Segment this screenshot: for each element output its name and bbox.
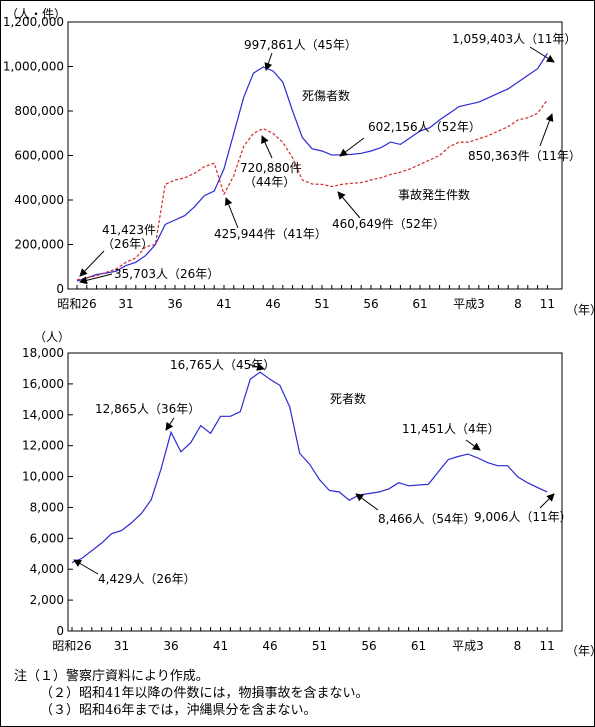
top-x-tick-label: 51 — [314, 297, 329, 311]
annotation-accidents-first: 41,423件 — [102, 223, 156, 237]
top-y-tick-label: 200,000 — [14, 238, 64, 252]
top-x-tick-label: 11 — [540, 297, 555, 311]
top-x-tick-label: 36 — [167, 297, 182, 311]
annotation-arrow — [165, 417, 175, 431]
bottom-x-tick-label: 11 — [540, 639, 555, 653]
chart-deaths: （人） （年） 0 2,000 4,000 6,000 8,000 10,000 12,00… — [22, 330, 595, 658]
top-series-line-0 — [76, 52, 548, 282]
top-x-tick-label: 56 — [363, 297, 378, 311]
annotation-arrow — [247, 363, 265, 371]
bottom-x-tick-label: 61 — [411, 639, 426, 653]
annotation-deaths-last: 9,006人（11年） — [474, 510, 572, 524]
top-y-tick-label: 600,000 — [14, 149, 64, 163]
note-3: （３）昭和46年までは，沖縄県分を含まない。 — [40, 703, 317, 718]
y-unit-label-top: （人・件） — [6, 7, 66, 21]
annotation-arrow — [79, 273, 113, 285]
bottom-x-tick-label: 31 — [114, 639, 129, 653]
chart-casualties-accidents: （人・件） （年） 0 200,000 400,000 600,000 800,000 1… — [3, 7, 595, 317]
annotation-arrow — [261, 135, 273, 159]
bottom-x-tick-label: 36 — [163, 639, 178, 653]
series-label-deaths: 死者数 — [330, 391, 366, 406]
annotation-deaths-first: 4,429人（26年） — [98, 572, 196, 586]
bottom-x-tick-label: 51 — [312, 639, 327, 653]
annotation-arrow — [465, 439, 481, 451]
annotation-arrow — [264, 52, 273, 71]
annotation-casualties-52: 602,156人（52年） — [368, 120, 481, 134]
y-unit-label-bottom: （人） — [34, 330, 70, 344]
top-x-tick-label: 8 — [514, 297, 522, 311]
annotation-arrow — [539, 493, 555, 509]
top-x-tick-label: 平成3 — [453, 297, 485, 311]
x-unit-label-bottom: （年） — [566, 644, 595, 658]
annotation-accidents-41: 425,944件（41年） — [214, 227, 327, 241]
bottom-y-tick-label: 18,000 — [22, 346, 64, 360]
note-1: 注（１）警察庁資料により作成。 — [14, 669, 209, 684]
annotation-arrow — [355, 493, 379, 511]
bottom-x-tick-label: 昭和26 — [52, 639, 91, 653]
x-unit-label-top: （年） — [566, 303, 595, 317]
bottom-x-tick-label: 46 — [262, 639, 277, 653]
top-y-tick-label: 1,200,000 — [3, 15, 64, 29]
annotation-deaths-h4: 11,451人（4年） — [402, 422, 500, 436]
top-y-tick-label: 0 — [56, 282, 64, 296]
bottom-y-tick-label: 16,000 — [22, 377, 64, 391]
bottom-x-tick-label: 平成3 — [452, 639, 484, 653]
annotation-arrow — [79, 250, 105, 277]
annotation-arrow — [339, 137, 365, 157]
top-x-tick-label: 41 — [216, 297, 231, 311]
annotation-arrow — [539, 113, 554, 147]
annotation-arrow — [337, 191, 361, 219]
annotation-deaths-36: 12,865人（36年） — [95, 402, 200, 416]
plot-frame-bottom — [67, 352, 563, 632]
top-series-line-1 — [76, 99, 548, 281]
annotation-deaths-54: 8,466人（54年） — [378, 512, 476, 526]
top-x-tick-label: 46 — [265, 297, 280, 311]
bottom-y-tick-label: 6,000 — [30, 531, 64, 545]
top-y-tick-label: 400,000 — [14, 193, 64, 207]
annotation-arrow — [73, 559, 99, 575]
annotation-accidents-52: 460,649件（52年） — [332, 217, 445, 231]
top-x-tick-label: 61 — [412, 297, 427, 311]
top-y-tick-label: 1,000,000 — [3, 60, 64, 74]
bottom-x-tick-label: 8 — [514, 639, 522, 653]
bottom-y-tick-label: 14,000 — [22, 408, 64, 422]
bottom-y-tick-label: 8,000 — [30, 500, 64, 514]
series-label-casualties: 死傷者数 — [302, 88, 350, 103]
bottom-y-tick-label: 12,000 — [22, 439, 64, 453]
series-label-accidents: 事故発生件数 — [398, 187, 470, 202]
top-x-tick-label: 31 — [118, 297, 133, 311]
bottom-y-tick-label: 0 — [56, 624, 64, 638]
top-y-tick-label: 800,000 — [14, 104, 64, 118]
bottom-series-line-0 — [71, 371, 548, 564]
annotation-accidents-last: 850,363件（11年） — [468, 149, 581, 163]
annotation-accidents-first-year: （26年） — [102, 237, 153, 251]
annotation-casualties-peak: 997,861人（45年） — [244, 38, 357, 52]
bottom-x-tick-label: 56 — [361, 639, 376, 653]
annotation-arrow — [529, 46, 555, 63]
annotation-casualties-last: 1,059,403人（11年） — [452, 32, 576, 46]
bottom-x-tick-label: 41 — [213, 639, 228, 653]
annotation-deaths-peak: 16,765人（45年） — [170, 358, 275, 372]
bottom-y-tick-label: 10,000 — [22, 470, 64, 484]
annotation-casualties-first: 35,703人（26年） — [114, 267, 219, 281]
bottom-y-tick-label: 4,000 — [30, 562, 64, 576]
top-x-tick-label: 昭和26 — [57, 297, 96, 311]
notes: 注（１）警察庁資料により作成。 （２）昭和41年以降の件数には，物損事故を含まな… — [14, 668, 584, 719]
bottom-y-tick-label: 2,000 — [30, 593, 64, 607]
note-2: （２）昭和41年以降の件数には，物損事故を含まない。 — [40, 686, 369, 701]
annotation-accidents-peak-year: （44年） — [244, 175, 295, 189]
annotation-arrow — [224, 197, 239, 229]
annotation-accidents-peak: 720,880件 — [240, 161, 302, 175]
